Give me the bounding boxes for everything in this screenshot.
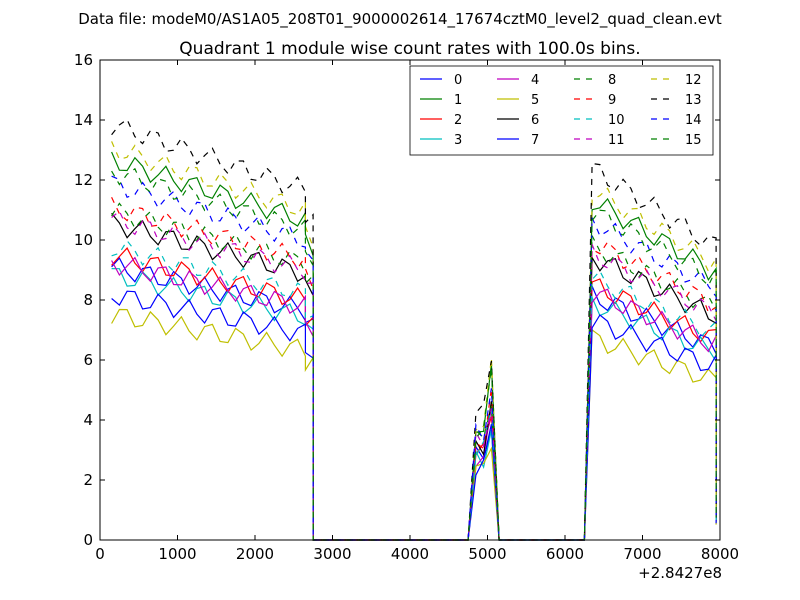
series-line-11 — [111, 210, 717, 541]
axis-ticks: 0 1000 2000 3000 4000 5000 6000 7000 80000246810… — [74, 51, 739, 563]
legend-label-2: 2 — [454, 113, 462, 128]
y-tick-label: 6 — [83, 351, 93, 369]
y-tick-label: 10 — [74, 231, 93, 249]
y-tick-label: 14 — [74, 111, 93, 129]
x-offset-label: +2.8427e8 — [638, 564, 722, 582]
series-line-12 — [111, 141, 717, 541]
legend-label-14: 14 — [685, 113, 702, 128]
x-tick-label: 2000 — [236, 545, 274, 563]
x-tick-label: 8000 — [701, 545, 739, 563]
y-tick-label: 16 — [74, 51, 93, 69]
legend-label-10: 10 — [608, 113, 625, 128]
legend-label-6: 6 — [531, 113, 539, 128]
x-tick-label: 7000 — [623, 545, 661, 563]
chart-suptitle: Data file: modeM0/AS1A05_208T01_90000026… — [78, 10, 722, 29]
series-line-9 — [111, 197, 717, 541]
y-tick-label: 2 — [83, 471, 93, 489]
series-line-6 — [111, 212, 717, 541]
legend-label-12: 12 — [685, 73, 702, 88]
x-tick-label: 0 — [95, 545, 105, 563]
x-tick-label: 4000 — [391, 545, 429, 563]
legend-label-15: 15 — [685, 133, 702, 148]
legend-label-9: 9 — [608, 93, 616, 108]
series-line-7 — [111, 290, 717, 541]
chart-title: Quadrant 1 module wise count rates with … — [179, 39, 640, 59]
legend-label-1: 1 — [454, 93, 462, 108]
x-tick-label: 6000 — [546, 545, 584, 563]
series-line-4 — [111, 256, 717, 541]
y-tick-label: 12 — [74, 171, 93, 189]
series-line-1 — [111, 151, 717, 541]
legend-label-13: 13 — [685, 93, 702, 108]
series-line-15 — [111, 167, 717, 541]
legend-label-11: 11 — [608, 133, 625, 148]
x-tick-label: 3000 — [313, 545, 351, 563]
series-line-10 — [111, 239, 717, 541]
legend-label-5: 5 — [531, 93, 539, 108]
series-line-5 — [111, 308, 717, 541]
y-tick-label: 8 — [83, 291, 93, 309]
series-line-2 — [111, 247, 717, 541]
legend-frame — [409, 65, 714, 156]
y-tick-label: 0 — [83, 531, 93, 549]
x-tick-label: 5000 — [468, 545, 506, 563]
plot-lines — [111, 118, 717, 541]
legend-label-8: 8 — [608, 73, 616, 88]
legend-label-3: 3 — [454, 133, 462, 148]
legend-label-4: 4 — [531, 73, 539, 88]
series-line-0 — [111, 257, 717, 541]
x-tick-label: 1000 — [158, 545, 196, 563]
legend-label-0: 0 — [454, 73, 462, 88]
legend-label-7: 7 — [531, 133, 539, 148]
series-line-8 — [111, 202, 717, 541]
y-tick-label: 4 — [83, 411, 93, 429]
